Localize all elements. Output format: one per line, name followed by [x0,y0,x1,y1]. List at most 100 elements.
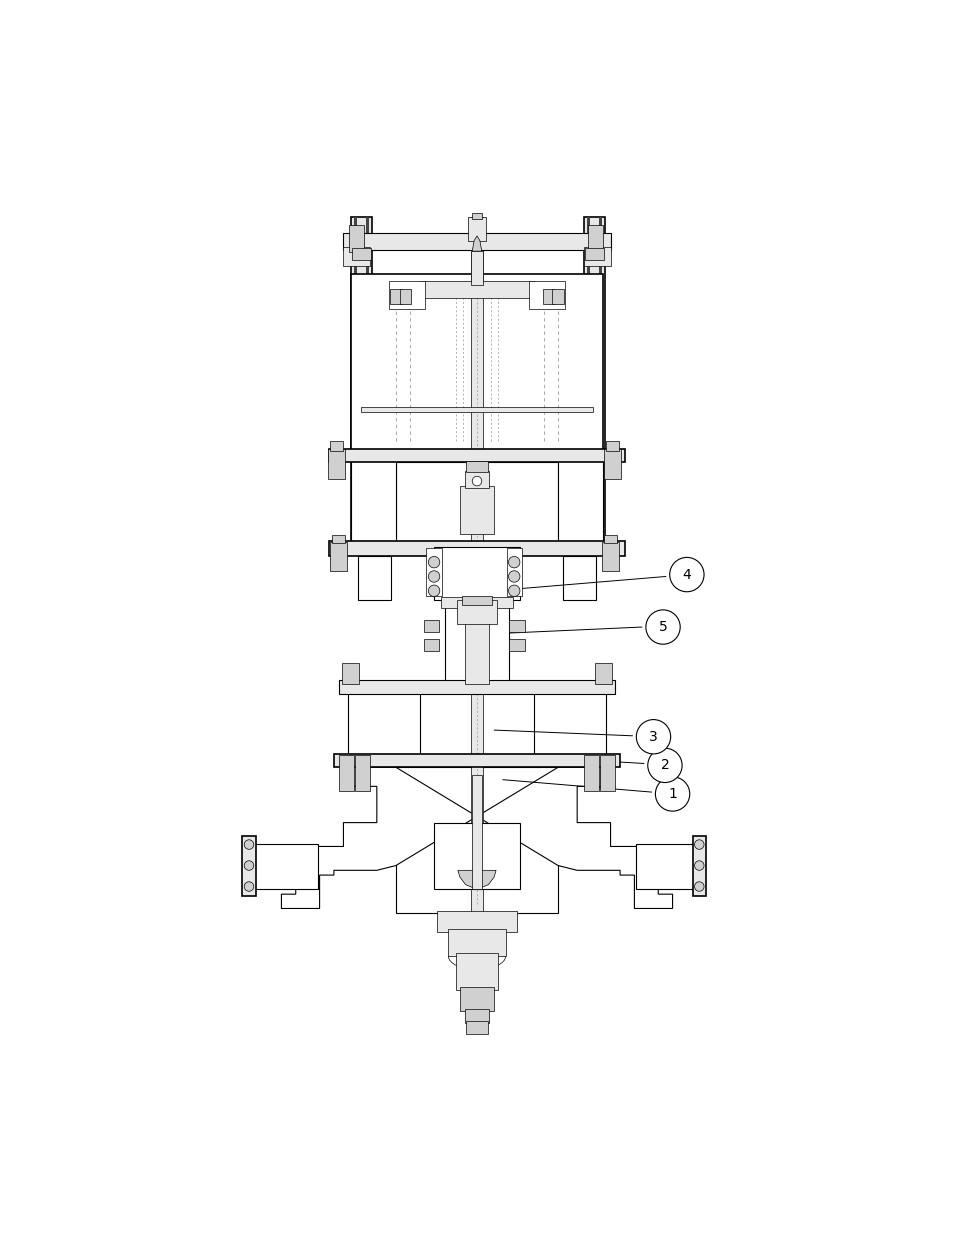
Bar [509,640,524,651]
Bar [464,471,489,488]
Bar [330,542,347,571]
Text: 5: 5 [658,620,667,634]
Bar [692,836,705,897]
Bar [444,600,509,684]
Bar [464,1009,489,1023]
Bar [436,911,517,932]
Bar [355,755,370,792]
Bar [343,233,610,251]
Bar [636,844,700,889]
Bar [348,684,419,756]
Bar [456,953,497,989]
Bar [343,247,370,267]
Bar [329,448,624,462]
Bar [352,248,371,259]
Text: 1: 1 [667,787,677,802]
Bar [465,1021,488,1035]
Circle shape [645,610,679,645]
Bar [360,406,593,412]
Bar [415,684,538,756]
Circle shape [508,557,519,568]
Bar [506,548,521,595]
Bar [552,289,563,304]
Bar [242,836,255,897]
Bar [349,226,364,252]
Bar [395,462,558,543]
Bar [595,663,612,684]
Bar [583,755,598,792]
Circle shape [244,882,253,892]
Bar [598,217,601,556]
Bar [528,280,564,309]
Bar [558,452,602,548]
Bar [472,212,481,219]
Circle shape [428,571,439,582]
Polygon shape [281,767,672,909]
Bar [584,248,603,259]
Bar [390,289,401,304]
Text: 3: 3 [648,730,658,743]
Circle shape [694,840,703,850]
Bar [338,755,354,792]
Circle shape [655,777,689,811]
Bar [586,217,589,556]
Bar [605,441,618,451]
Circle shape [636,720,670,753]
Circle shape [472,477,481,485]
Bar [603,536,617,543]
Bar [465,461,488,473]
Text: 2: 2 [659,758,669,772]
Bar [253,844,317,889]
Bar [583,247,610,267]
Bar [329,541,624,557]
Bar [459,485,494,534]
Bar [354,217,356,556]
Bar [468,217,485,241]
Bar [395,767,558,913]
Bar [351,452,395,548]
Bar [472,774,481,889]
Circle shape [669,557,703,592]
Bar [471,251,482,284]
Bar [461,595,492,605]
Bar [338,680,615,694]
Bar [440,597,513,608]
Bar [426,548,441,595]
Bar [587,226,602,252]
Bar [399,289,411,304]
Bar [599,755,615,792]
Bar [459,987,494,1010]
Bar [328,448,345,479]
Bar [448,930,505,956]
Bar [456,600,497,624]
Text: 4: 4 [681,568,691,582]
Bar [542,289,554,304]
Bar [434,823,519,889]
Bar [464,600,489,684]
Bar [419,280,534,298]
Bar [509,620,524,632]
Bar [601,542,618,571]
Circle shape [647,748,681,783]
Bar [471,217,482,942]
Circle shape [508,571,519,582]
Bar [423,640,438,651]
Bar [534,684,605,756]
Bar [434,547,519,600]
Bar [341,663,358,684]
Bar [366,217,369,556]
Circle shape [428,585,439,597]
Bar [562,557,596,600]
Circle shape [244,840,253,850]
Polygon shape [457,871,496,889]
Bar [389,280,425,309]
Circle shape [508,585,519,597]
Bar [357,557,391,600]
Bar [330,441,343,451]
Bar [351,274,602,451]
Polygon shape [472,236,481,251]
Bar [423,620,438,632]
Bar [332,536,345,543]
Circle shape [694,882,703,892]
Bar [351,217,372,556]
